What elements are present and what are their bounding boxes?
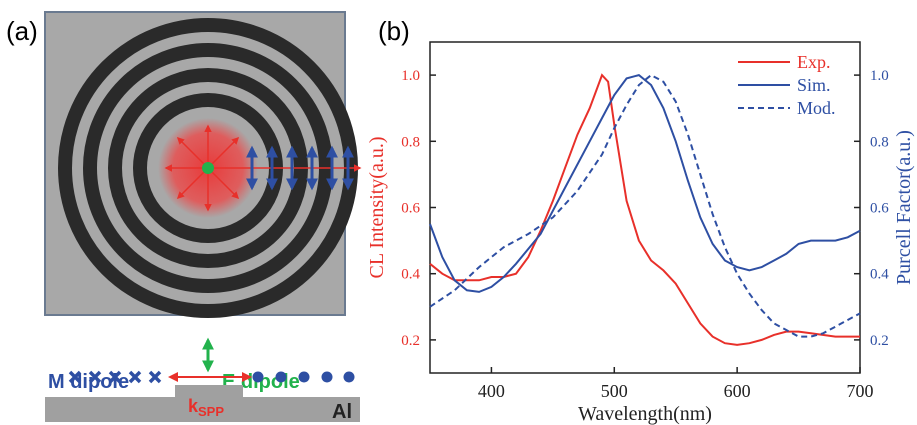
y2-tick-label: 0.4 <box>870 267 889 283</box>
legend-label: Exp. <box>797 52 831 72</box>
panel-b: (b) 400 500 600 700 0.2 0.4 0.6 0.8 1.0 0.2 0.4 0.6… <box>366 16 915 425</box>
series-line <box>429 73 860 346</box>
series-line <box>429 73 861 338</box>
plot-frame <box>429 41 861 374</box>
y2-tick-label: 0.6 <box>870 201 889 217</box>
radial-arrows <box>164 124 362 212</box>
m-arrows <box>246 145 354 191</box>
e-dipole-dot <box>202 162 214 174</box>
x-tick-label: 400 <box>478 381 505 401</box>
dots <box>252 371 355 383</box>
panel-label: (b) <box>378 16 410 46</box>
legend-label: Sim. <box>797 75 831 95</box>
y-axis-label: CL Intensity(a.u.) <box>366 136 388 278</box>
x-axis-label: Wavelength(nm) <box>578 403 712 425</box>
metal <box>45 385 360 422</box>
series-line <box>429 74 861 293</box>
legend-label: Mod. <box>797 98 836 118</box>
x-tick-label: 700 <box>847 381 874 401</box>
x-tick-label: 500 <box>601 381 628 401</box>
panel-label: (a) <box>6 16 38 46</box>
y2-tick-label: 1.0 <box>870 68 889 84</box>
y-tick-label: 0.2 <box>401 333 420 349</box>
k-main: k <box>188 396 199 416</box>
k-label: kSPP <box>188 396 224 419</box>
x-tick-label: 600 <box>724 381 751 401</box>
y2-tick-label: 0.8 <box>870 134 889 150</box>
panel-a: (a) M dipole E dipole kSPP <box>6 11 362 423</box>
crosses <box>68 370 162 384</box>
y2-axis-label: Purcell Factor(a.u.) <box>893 130 915 285</box>
y-tick-label: 0.6 <box>401 201 420 217</box>
y-tick-label: 1.0 <box>401 68 420 84</box>
k-sub: SPP <box>198 404 224 419</box>
y2-tick-label: 0.2 <box>870 333 889 349</box>
y-tick-label: 0.4 <box>401 267 420 283</box>
metal-label: Al <box>332 401 352 423</box>
m-dipole-label: M dipole <box>48 371 129 393</box>
y-tick-label: 0.8 <box>401 134 420 150</box>
